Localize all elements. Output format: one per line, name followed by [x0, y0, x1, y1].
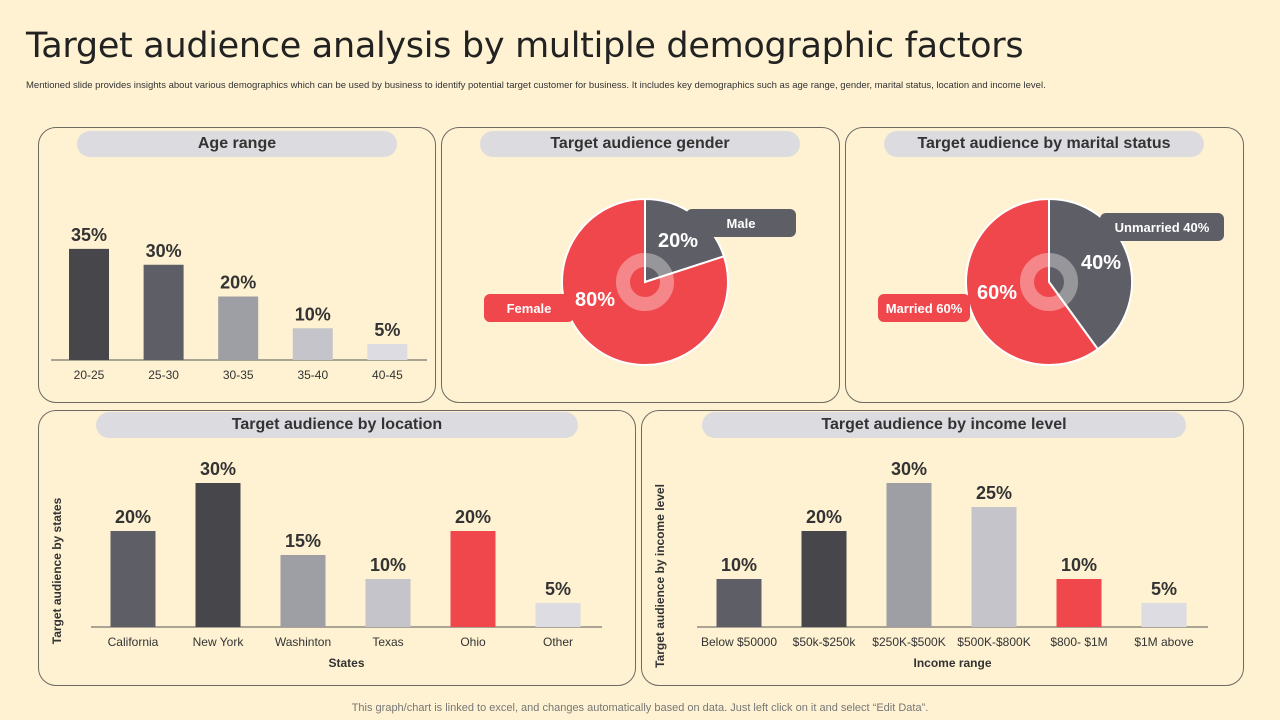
marital-center-ring [1020, 253, 1078, 311]
age-range-title: Age range [77, 131, 397, 157]
age-range-chart: 35% 20-25 30% 25-30 20% 30-35 10% 35-40 5% 40-45 [51, 225, 427, 382]
location-tick-label-2: Washinton [275, 635, 331, 649]
income-tick-label-0: Below $50000 [701, 635, 777, 649]
income-chart: 10% Below $50000 20% $50k-$250k 30% $250K-$50… [653, 459, 1208, 670]
marital-callout-label-1: Married 60% [886, 301, 963, 316]
income-tick-label-5: $1M above [1134, 635, 1194, 649]
age-bar-0 [69, 248, 109, 360]
income-data-label-4: 10% [1061, 555, 1097, 575]
age-tick-label-0: 20-25 [74, 368, 105, 382]
income-data-label-3: 25% [976, 483, 1012, 503]
location-bar-3 [365, 579, 411, 627]
income-data-label-1: 20% [806, 507, 842, 527]
age-tick-label-3: 35-40 [297, 368, 328, 382]
location-chart: 20% California 30% New York 15% Washinton 10% T… [50, 459, 602, 670]
income-data-label-0: 10% [721, 555, 757, 575]
income-tick-label-3: $500K-$800K [957, 635, 1030, 649]
income-bar-4 [1056, 579, 1102, 627]
age-data-label-3: 10% [295, 304, 331, 324]
income-y-axis-label: Target audience by income level [653, 484, 667, 668]
location-tick-label-4: Ohio [460, 635, 486, 649]
age-data-label-0: 35% [71, 225, 107, 245]
income-bar-2 [886, 483, 932, 627]
marital-callout-0 [1100, 213, 1224, 241]
location-tick-label-0: California [108, 635, 159, 649]
gender-center-ring [616, 253, 674, 311]
gender-callout-1 [484, 294, 574, 322]
marital-slice-1 [965, 197, 1100, 366]
income-bar-0 [716, 579, 762, 627]
footer-note: This graph/chart is linked to excel, and… [351, 702, 929, 714]
location-data-label-4: 20% [455, 507, 491, 527]
income-data-label-2: 30% [891, 459, 927, 479]
age-tick-label-2: 30-35 [223, 368, 254, 382]
page-title: Target audience analysis by multiple dem… [26, 26, 1024, 66]
marital-title: Target audience by marital status [884, 131, 1204, 157]
income-tick-label-1: $50k-$250k [793, 635, 857, 649]
age-tick-label-4: 40-45 [372, 368, 403, 382]
location-tick-label-5: Other [543, 635, 573, 649]
location-bar-0 [110, 531, 156, 627]
age-bar-1 [143, 264, 184, 360]
location-bar-1 [195, 483, 241, 627]
location-x-axis-label: States [328, 656, 364, 670]
age-bar-4 [367, 344, 408, 360]
income-tick-label-2: $250K-$500K [872, 635, 945, 649]
income-bar-5 [1141, 603, 1187, 627]
age-data-label-1: 30% [146, 241, 182, 261]
age-bar-2 [218, 296, 259, 360]
gender-title: Target audience gender [480, 131, 800, 157]
location-tick-label-3: Texas [372, 635, 403, 649]
income-title: Target audience by income level [702, 412, 1186, 438]
marital-chart: 40% Unmarried 40% 60% Married 60% [878, 197, 1224, 366]
page-subtitle: Mentioned slide provides insights about … [26, 80, 1046, 91]
location-title: Target audience by location [96, 412, 578, 438]
location-bar-5 [535, 603, 581, 627]
income-bar-1 [801, 531, 847, 627]
panel-gender: Target audience gender 20% Male 80% Female [441, 127, 840, 403]
marital-percent-label-1: 60% [977, 282, 1017, 304]
gender-percent-label-1: 80% [575, 289, 615, 311]
location-data-label-0: 20% [115, 507, 151, 527]
gender-callout-label-0: Male [727, 216, 756, 231]
location-data-label-1: 30% [200, 459, 236, 479]
age-data-label-2: 20% [220, 273, 256, 293]
age-data-label-4: 5% [374, 320, 400, 340]
income-bar-3 [971, 507, 1017, 627]
location-y-axis-label: Target audience by states [50, 497, 64, 644]
location-bar-4 [450, 531, 496, 627]
location-data-label-2: 15% [285, 531, 321, 551]
gender-callout-0 [686, 209, 796, 237]
panel-income: Target audience by income level 10% Below… [641, 410, 1244, 686]
location-data-label-5: 5% [545, 579, 571, 599]
location-data-label-3: 10% [370, 555, 406, 575]
income-data-label-5: 5% [1151, 579, 1177, 599]
marital-callout-label-0: Unmarried 40% [1115, 220, 1210, 235]
marital-callout-1 [878, 294, 970, 322]
age-bar-3 [292, 328, 333, 360]
panel-age-range: Age range 35% 20-25 30% 25-30 20% 30-35 10% 35-… [38, 127, 436, 403]
marital-percent-label-0: 40% [1081, 252, 1121, 274]
income-x-axis-label: Income range [913, 656, 991, 670]
location-bar-2 [280, 555, 326, 627]
panel-location: Target audience by location 20% Californi… [38, 410, 636, 686]
age-tick-label-1: 25-30 [148, 368, 179, 382]
panel-marital: Target audience by marital status 40% Unm… [845, 127, 1244, 403]
income-tick-label-4: $800- $1M [1050, 635, 1107, 649]
location-tick-label-1: New York [193, 635, 245, 649]
gender-slice-1 [561, 197, 729, 366]
gender-callout-label-1: Female [507, 301, 552, 316]
